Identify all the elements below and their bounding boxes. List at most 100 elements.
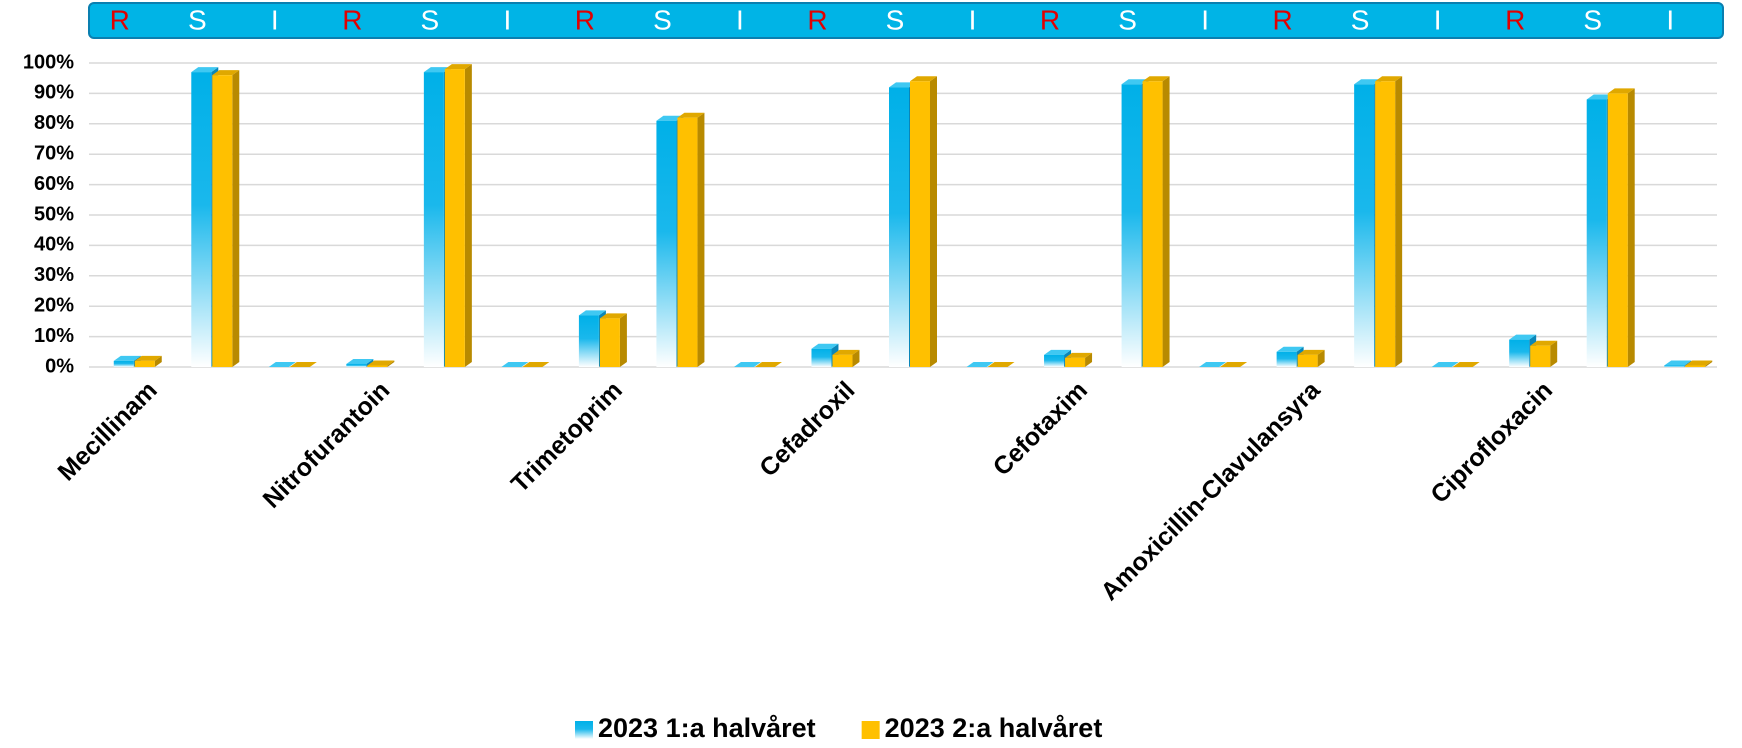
bar-top [1065,352,1093,358]
bar [889,87,909,367]
bar-side [1162,76,1170,368]
y-tick-label: 50% [34,203,74,225]
bar-top [1664,360,1692,366]
bar-top [367,360,395,366]
bar [1297,354,1318,367]
bar-side [619,313,627,367]
band-label: R [1273,4,1293,35]
bar-top [1586,94,1614,100]
band-label: I [1434,4,1442,35]
legend-label: 2023 2:a halvåret [885,713,1103,743]
bar-top [444,64,472,70]
bar-top [1375,76,1403,82]
bar-top [346,358,374,364]
bar [113,360,134,367]
bar [1354,84,1375,367]
bar [910,81,930,368]
band-label: R [110,4,130,35]
x-tick-label: Nitrofurantoin [258,376,396,514]
bar-top [1685,360,1713,366]
y-tick-label: 60% [34,173,74,195]
band-label: R [1505,4,1525,35]
bar-side [232,70,240,367]
bar-top [1044,349,1072,355]
bar [656,120,677,367]
bar [367,365,388,367]
bar [423,72,444,368]
bar [1142,81,1163,368]
band-label: R [342,4,362,35]
y-tick-label: 100% [23,51,74,73]
band-label: R [807,4,827,35]
bar [346,363,367,367]
bar-side [1705,360,1713,367]
bar-side [154,355,162,367]
y-tick-label: 30% [34,264,74,286]
bar-top [987,362,1015,367]
band-label: I [736,4,744,35]
bar [1685,365,1706,367]
category-band [88,2,1724,39]
bar-side [1627,88,1635,368]
bar-side [1317,349,1325,367]
band-label: S [1118,4,1137,35]
band-label: S [1583,4,1602,35]
band-label: S [1351,4,1370,35]
bar-top [656,115,684,121]
bar-side [1085,352,1093,367]
bar-top [1607,88,1635,94]
x-tick-label: Cefotaxim [988,376,1093,481]
bar-top [910,76,937,82]
bar [1586,99,1607,367]
bar [599,318,620,367]
bar-top [113,355,141,361]
x-tick-label: Cefadroxil [754,376,860,482]
bar-top [1431,362,1459,367]
bar-side [387,360,395,367]
bar [1509,339,1530,367]
bar [1530,345,1551,367]
bar-top [191,67,219,73]
bar-side [464,64,472,367]
bar-top [966,362,994,367]
y-tick-label: 0% [45,355,74,377]
x-tick-label: Amoxicillin-Clavulansyra [1095,375,1326,606]
bar-top [832,349,860,355]
bar-side [1550,340,1558,367]
bar [1664,365,1685,367]
x-tick-label: Ciprofloxacin [1425,376,1558,509]
bar-top [677,112,705,118]
y-tick-label: 80% [34,112,74,134]
band-label: R [575,4,595,35]
bar [444,69,465,367]
bar [1065,357,1086,367]
band-label: R [1040,4,1060,35]
bar-top [811,343,839,349]
band-label: S [421,4,440,35]
bar-top [1121,79,1149,85]
bar-top [501,362,529,367]
y-tick-label: 10% [34,325,74,347]
band-label: I [1666,4,1674,35]
band-label: S [653,4,672,35]
bar [1121,84,1142,367]
bar-top [1199,362,1227,367]
bar-top [1452,362,1480,367]
band-label: I [271,4,279,35]
bar-top [212,70,240,76]
bar-top [599,313,627,319]
bar-top [134,355,162,361]
bar-top [289,362,317,367]
band-label: S [886,4,905,35]
bar-side [852,349,860,367]
bar [191,72,212,368]
legend-swatch [861,721,880,739]
bar-top [522,362,550,367]
bar-top [733,362,761,367]
bar-top [1530,340,1558,346]
bar [1375,81,1396,368]
bar [212,75,233,367]
band-label: S [188,4,207,35]
bar [1607,93,1628,368]
